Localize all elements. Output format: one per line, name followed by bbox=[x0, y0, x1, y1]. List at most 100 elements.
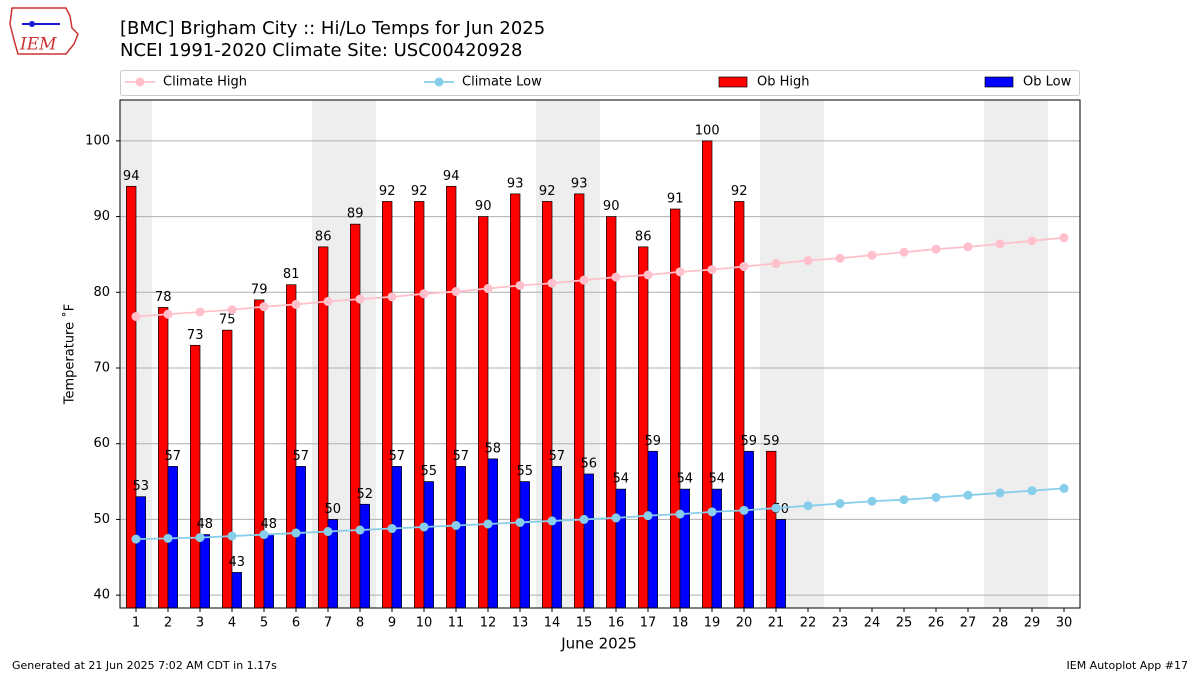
bar bbox=[126, 185, 137, 609]
x-tick-label: 29 bbox=[1024, 616, 1041, 631]
line-marker bbox=[835, 499, 845, 509]
line-marker bbox=[579, 275, 589, 285]
bar bbox=[711, 488, 722, 609]
line-marker bbox=[611, 272, 621, 282]
legend-swatch bbox=[718, 76, 748, 88]
chart-subtitle: NCEI 1991-2020 Climate Site: USC00420928 bbox=[120, 40, 522, 61]
data-label: 53 bbox=[133, 479, 150, 494]
x-tick-label: 4 bbox=[228, 616, 236, 631]
bar bbox=[254, 299, 265, 609]
line-marker bbox=[259, 530, 269, 540]
line-marker bbox=[195, 307, 205, 317]
x-axis-label: June 2025 bbox=[560, 635, 637, 653]
line-marker bbox=[419, 522, 429, 532]
legend-swatch bbox=[984, 76, 1014, 88]
data-label: 43 bbox=[229, 555, 246, 570]
y-tick-label: 50 bbox=[93, 512, 110, 527]
data-label: 54 bbox=[677, 472, 694, 487]
line-marker bbox=[771, 259, 781, 269]
line-marker bbox=[611, 513, 621, 523]
data-label: 48 bbox=[197, 517, 214, 532]
x-tick-label: 17 bbox=[640, 616, 657, 631]
data-label: 48 bbox=[261, 517, 278, 532]
x-tick-label: 16 bbox=[608, 616, 625, 631]
line-marker bbox=[963, 490, 973, 500]
line-marker bbox=[355, 525, 365, 535]
data-label: 54 bbox=[709, 472, 726, 487]
line-marker bbox=[931, 244, 941, 254]
logo-text: IEM bbox=[19, 35, 57, 55]
data-label: 86 bbox=[315, 229, 332, 244]
data-label: 55 bbox=[421, 464, 438, 479]
line-marker bbox=[899, 247, 909, 257]
x-tick-label: 25 bbox=[896, 616, 913, 631]
line-marker bbox=[323, 527, 333, 537]
x-tick-label: 24 bbox=[864, 616, 881, 631]
data-label: 94 bbox=[123, 169, 140, 184]
line-marker bbox=[451, 520, 461, 530]
x-tick-label: 12 bbox=[480, 616, 497, 631]
bar bbox=[199, 534, 210, 609]
x-tick-label: 22 bbox=[800, 616, 817, 631]
line-marker bbox=[131, 534, 141, 544]
bar bbox=[286, 284, 297, 609]
line-marker bbox=[227, 531, 237, 541]
line bbox=[135, 236, 1065, 318]
y-tick-label: 100 bbox=[85, 133, 110, 148]
shaded-day bbox=[984, 100, 1016, 608]
footer-left: Generated at 21 Jun 2025 7:02 AM CDT in … bbox=[12, 659, 277, 672]
y-tick-label: 40 bbox=[93, 588, 110, 603]
bar bbox=[542, 201, 553, 609]
bar bbox=[638, 246, 649, 609]
legend-marker bbox=[434, 77, 444, 87]
y-axis-label: Temperature ˚F bbox=[62, 304, 78, 405]
data-label: 59 bbox=[763, 434, 780, 449]
line-marker bbox=[163, 309, 173, 319]
y-tick-label: 80 bbox=[93, 285, 110, 300]
plot-frame bbox=[119, 99, 1081, 609]
data-label: 81 bbox=[283, 267, 300, 282]
x-tick-label: 20 bbox=[736, 616, 753, 631]
bar bbox=[519, 481, 530, 609]
x-tick-label: 30 bbox=[1056, 616, 1073, 631]
data-label: 93 bbox=[507, 176, 524, 191]
line-marker bbox=[899, 495, 909, 505]
line-marker bbox=[579, 514, 589, 524]
data-label: 79 bbox=[251, 282, 268, 297]
line-marker bbox=[803, 501, 813, 511]
line-marker bbox=[291, 528, 301, 538]
data-label: 55 bbox=[517, 464, 534, 479]
bar bbox=[135, 496, 146, 609]
data-label: 91 bbox=[667, 192, 684, 207]
bar bbox=[446, 185, 457, 609]
chart-title: [BMC] Brigham City :: Hi/Lo Temps for Ju… bbox=[120, 18, 545, 39]
bar bbox=[391, 466, 402, 609]
data-label: 52 bbox=[357, 487, 374, 502]
line-marker bbox=[387, 524, 397, 534]
bar bbox=[190, 344, 201, 609]
bar bbox=[487, 458, 498, 609]
bar bbox=[679, 488, 690, 609]
bar bbox=[775, 519, 786, 609]
line-marker bbox=[355, 294, 365, 304]
data-label: 93 bbox=[571, 176, 588, 191]
line-marker bbox=[291, 299, 301, 309]
data-label: 73 bbox=[187, 328, 204, 343]
data-label: 90 bbox=[475, 199, 492, 214]
data-label: 92 bbox=[731, 184, 748, 199]
data-label: 89 bbox=[347, 207, 364, 222]
data-label: 59 bbox=[741, 434, 758, 449]
x-tick-label: 7 bbox=[324, 616, 332, 631]
data-label: 86 bbox=[635, 229, 652, 244]
line-marker bbox=[835, 253, 845, 263]
data-label: 92 bbox=[411, 184, 428, 199]
line-marker bbox=[867, 250, 877, 260]
bar bbox=[455, 466, 466, 609]
data-label: 56 bbox=[581, 456, 598, 471]
line-marker bbox=[451, 287, 461, 297]
footer-right: IEM Autoplot App #17 bbox=[1067, 659, 1189, 672]
x-tick-label: 10 bbox=[416, 616, 433, 631]
x-tick-label: 18 bbox=[672, 616, 689, 631]
line-marker bbox=[227, 305, 237, 315]
